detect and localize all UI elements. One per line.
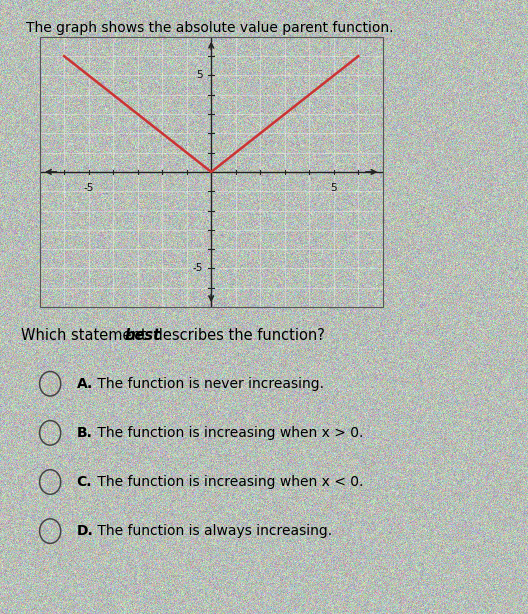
Text: The function is always increasing.: The function is always increasing. bbox=[93, 524, 333, 538]
Text: Which statement: Which statement bbox=[21, 328, 152, 343]
Text: The function is never increasing.: The function is never increasing. bbox=[93, 377, 324, 391]
Text: The graph shows the absolute value parent function.: The graph shows the absolute value paren… bbox=[26, 21, 394, 36]
Text: -5: -5 bbox=[192, 263, 203, 273]
Text: D.: D. bbox=[77, 524, 93, 538]
Text: C.: C. bbox=[77, 475, 92, 489]
Text: 5: 5 bbox=[331, 182, 337, 193]
Text: The function is increasing when x > 0.: The function is increasing when x > 0. bbox=[93, 426, 364, 440]
Text: A.: A. bbox=[77, 377, 93, 391]
Text: best: best bbox=[124, 328, 160, 343]
Text: -5: -5 bbox=[83, 182, 94, 193]
Text: B.: B. bbox=[77, 426, 92, 440]
Text: describes the function?: describes the function? bbox=[149, 328, 325, 343]
Text: 5: 5 bbox=[196, 71, 203, 80]
Text: The function is increasing when x < 0.: The function is increasing when x < 0. bbox=[93, 475, 364, 489]
